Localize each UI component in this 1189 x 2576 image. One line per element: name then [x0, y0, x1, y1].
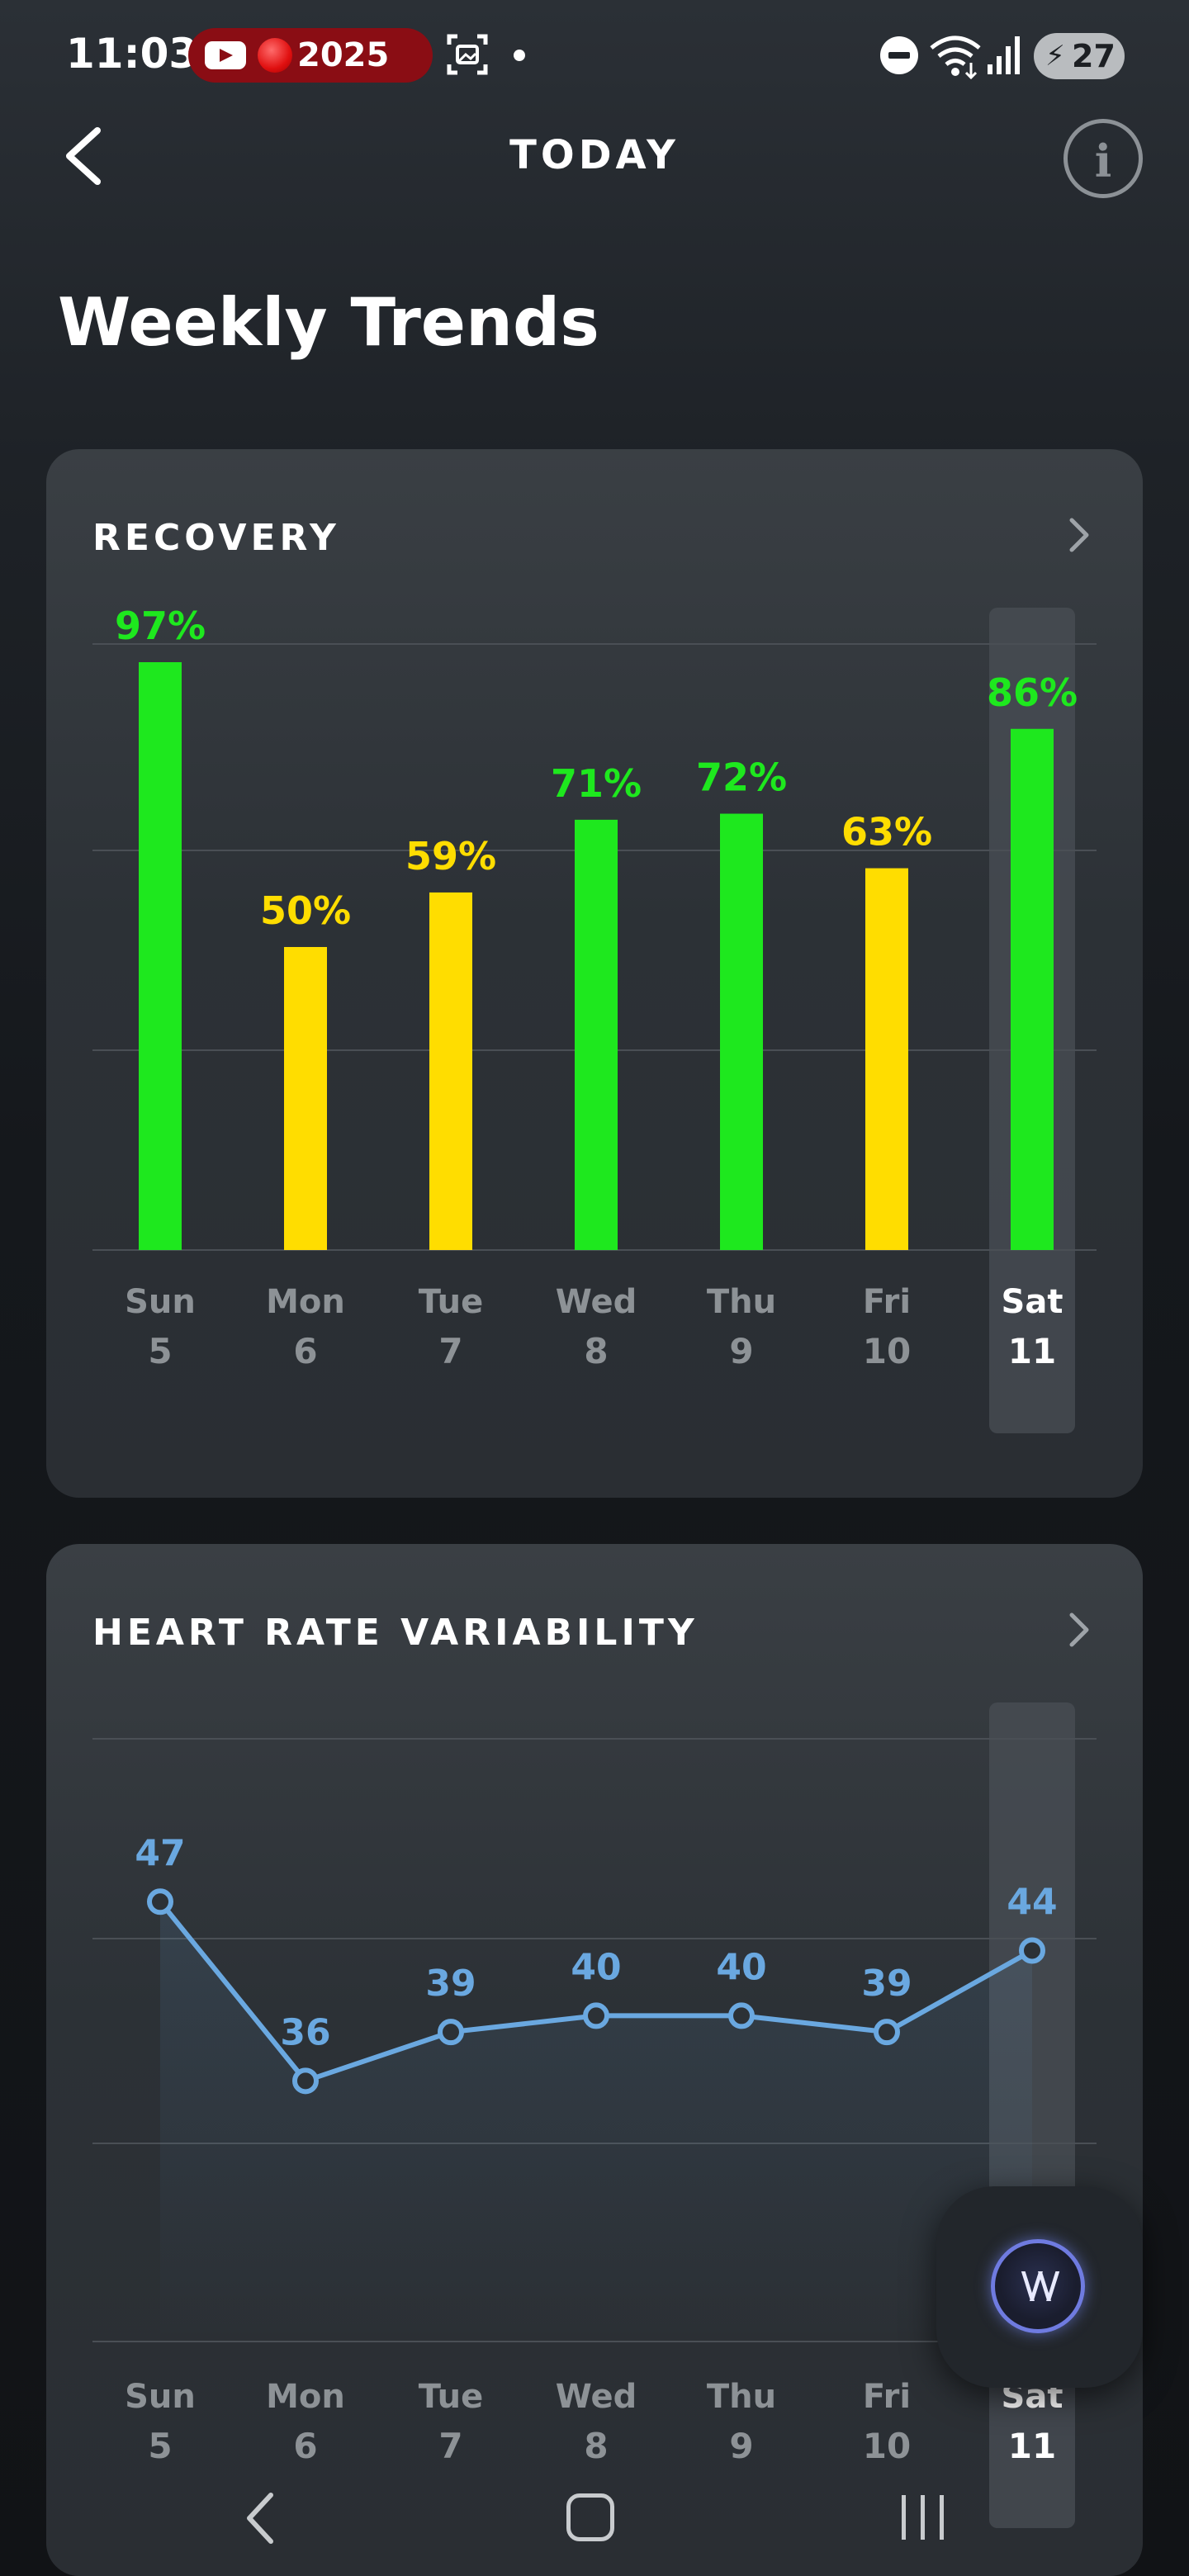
- day-number-label[interactable]: 5: [148, 2426, 173, 2466]
- notification-text: 2025: [297, 36, 390, 74]
- day-number-label[interactable]: 9: [729, 2426, 754, 2466]
- day-name-label[interactable]: Sun: [125, 2378, 196, 2416]
- hrv-point: [1019, 1937, 1045, 1964]
- hrv-value-label: 39: [425, 1963, 476, 2005]
- day-number-label[interactable]: 8: [584, 2426, 609, 2466]
- day-name-label[interactable]: Sun: [125, 1283, 196, 1321]
- coach-glyph: \/\/: [1021, 2265, 1059, 2307]
- recovery-value-label: 50%: [260, 888, 351, 933]
- hrv-point: [292, 2067, 319, 2095]
- hrv-value-label: 40: [716, 1946, 766, 1988]
- recovery-bar: [1011, 728, 1054, 1250]
- recovery-value-label: 97%: [115, 604, 206, 648]
- recovery-value-label: 71%: [551, 761, 642, 806]
- hrv-area-fill: [160, 1901, 1032, 2342]
- recovery-bar: [284, 947, 327, 1250]
- youtube-recording-pill[interactable]: 2025: [188, 28, 433, 83]
- day-number-label[interactable]: 10: [862, 1331, 912, 1371]
- signal-icon: [988, 36, 1020, 74]
- chevron-right-icon[interactable]: [1055, 1607, 1101, 1653]
- recovery-chart: 97% 50% 59% 71% 72% 63% 86%: [92, 604, 1097, 1433]
- day-number-label[interactable]: 9: [729, 1331, 754, 1371]
- recovery-bar: [575, 819, 618, 1250]
- hrv-value-label: 39: [861, 1963, 912, 2005]
- battery-charging-icon: ⚡ 27: [1034, 33, 1125, 79]
- day-number-label[interactable]: 8: [584, 1331, 609, 1371]
- day-name-label[interactable]: Mon: [266, 2378, 345, 2416]
- hrv-value-label: 47: [135, 1832, 185, 1874]
- wifi-icon: [930, 36, 981, 79]
- hrv-value-label: 44: [1007, 1881, 1057, 1923]
- hrv-chart: 47 36 39 40 40 39 44: [92, 1702, 1097, 2528]
- hrv-point: [147, 1888, 173, 1915]
- recovery-value-label: 59%: [405, 834, 496, 878]
- day-number-label[interactable]: 6: [293, 1331, 318, 1371]
- info-icon: i: [1094, 135, 1112, 187]
- hrv-point: [583, 2002, 609, 2029]
- chevron-right-icon[interactable]: [1055, 512, 1101, 558]
- recovery-value-label: 86%: [987, 670, 1078, 715]
- nav-back-icon[interactable]: [236, 2485, 286, 2551]
- day-name-label[interactable]: Wed: [555, 2378, 637, 2416]
- navigation-bar: [0, 2460, 1189, 2576]
- battery-level: 27: [1072, 38, 1116, 74]
- whoop-coach-button[interactable]: \/\/: [936, 2186, 1143, 2388]
- day-name-label[interactable]: Fri: [862, 1283, 912, 1321]
- hrv-point: [728, 2002, 755, 2029]
- day-name-label[interactable]: Mon: [266, 1283, 345, 1321]
- info-button[interactable]: i: [1063, 119, 1143, 198]
- day-number-label[interactable]: 11: [1007, 1331, 1057, 1371]
- recovery-bar: [865, 868, 908, 1250]
- charging-bolt-icon: ⚡: [1045, 40, 1065, 73]
- day-number-label[interactable]: 6: [293, 2426, 318, 2466]
- nav-home-icon[interactable]: [566, 2493, 614, 2541]
- hrv-card[interactable]: HEART RATE VARIABILITY 47 36 39 40 40 39 44 Su…: [46, 1544, 1143, 2576]
- chevron-left-icon: [66, 127, 101, 185]
- day-name-label[interactable]: Thu: [706, 2378, 777, 2416]
- dot-icon: [514, 50, 525, 61]
- recovery-value-label: 72%: [696, 755, 787, 800]
- hrv-card-title: HEART RATE VARIABILITY: [92, 1612, 699, 1654]
- day-number-label[interactable]: 10: [862, 2426, 912, 2466]
- recovery-bar: [720, 813, 763, 1250]
- page-header-title: TODAY: [509, 132, 680, 178]
- day-name-label[interactable]: Sat: [1001, 1283, 1063, 1321]
- day-name-label[interactable]: Thu: [706, 1283, 777, 1321]
- do-not-disturb-icon: [880, 36, 918, 74]
- day-name-label[interactable]: Fri: [862, 2378, 912, 2416]
- recovery-bar: [429, 892, 472, 1250]
- hrv-value-label: 40: [571, 1946, 621, 1988]
- nav-recents-icon[interactable]: [897, 2490, 950, 2545]
- day-number-label[interactable]: 11: [1007, 2426, 1057, 2466]
- day-name-label[interactable]: Tue: [418, 1283, 484, 1321]
- day-number-label[interactable]: 7: [438, 2426, 463, 2466]
- page-title: Weekly Trends: [58, 284, 599, 361]
- day-name-label[interactable]: Wed: [555, 1283, 637, 1321]
- day-number-label[interactable]: 7: [438, 1331, 463, 1371]
- status-time: 11:03: [66, 30, 198, 78]
- youtube-icon: [205, 41, 246, 69]
- hrv-value-label: 36: [280, 2011, 330, 2053]
- recovery-bar: [139, 662, 182, 1250]
- status-bar: 11:03 2025 ⚡ 27: [0, 0, 1189, 107]
- recovery-value-label: 63%: [841, 810, 932, 855]
- hrv-point: [438, 2019, 464, 2046]
- screenshot-icon: [447, 34, 488, 75]
- day-name-label[interactable]: Tue: [418, 2378, 484, 2416]
- whoop-coach-icon: \/\/: [991, 2239, 1085, 2333]
- hrv-point: [874, 2019, 900, 2046]
- day-number-label[interactable]: 5: [148, 1331, 173, 1371]
- recovery-card-title: RECOVERY: [92, 517, 340, 559]
- recording-dot-icon: [258, 38, 292, 73]
- recovery-card[interactable]: RECOVERY 97% 50% 59% 71% 72% 63% 86% Sun 5 Mon 6 T…: [46, 449, 1143, 1498]
- back-button[interactable]: [54, 119, 121, 193]
